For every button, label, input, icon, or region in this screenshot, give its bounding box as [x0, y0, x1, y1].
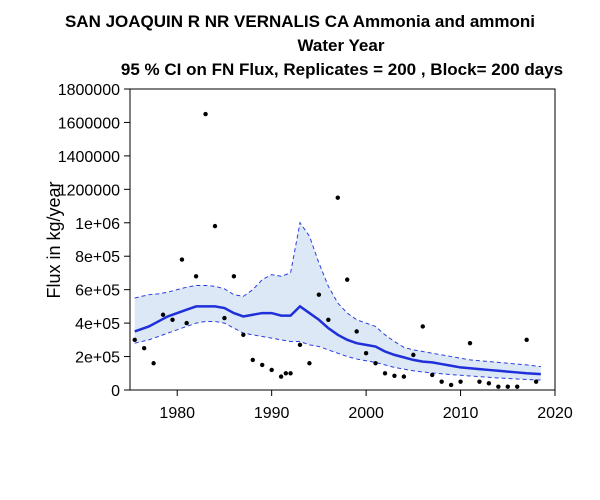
- data-point: [160, 312, 166, 317]
- data-point: [170, 317, 175, 322]
- data-point: [288, 371, 293, 376]
- y-tick-label: 1200000: [58, 182, 120, 199]
- data-point: [151, 361, 156, 366]
- x-tick-label: 2010: [443, 405, 479, 422]
- data-point: [505, 384, 510, 389]
- y-tick-label: 2e+05: [75, 350, 120, 367]
- plot-area: 1980 1990 2000 2010 2020 0 2e+05 4e+05 6e+05 8e+0…: [58, 82, 573, 422]
- confidence-band: [134, 222, 541, 380]
- data-point: [392, 373, 397, 378]
- y-tick-label: 1e+06: [75, 216, 120, 233]
- data-point: [486, 381, 492, 386]
- data-point: [193, 274, 199, 279]
- x-tick-label: 1990: [254, 405, 290, 422]
- chart-title: SAN JOAQUIN R NR VERNALIS CA Ammonia and…: [65, 12, 563, 79]
- data-point: [524, 337, 529, 343]
- data-point: [430, 372, 435, 378]
- data-point: [278, 374, 284, 379]
- data-point: [222, 315, 227, 321]
- data-point: [203, 111, 208, 117]
- title-line-2: Water Year: [298, 36, 385, 55]
- data-point: [212, 223, 218, 229]
- data-point: [179, 257, 185, 262]
- data-point: [184, 320, 189, 326]
- data-point: [401, 374, 407, 379]
- data-point: [132, 337, 137, 343]
- y-tick-label: 1600000: [58, 115, 120, 132]
- y-tick-label: 6e+05: [75, 283, 120, 300]
- data-point: [496, 384, 501, 389]
- ci-lower-line: [134, 320, 541, 381]
- data-point: [420, 324, 425, 329]
- data-point: [354, 329, 359, 334]
- y-tick-label: 4e+05: [75, 316, 120, 333]
- data-point: [260, 362, 265, 368]
- x-tick-label: 2000: [348, 405, 384, 422]
- y-axis-label: Flux in kg/year: [44, 181, 64, 298]
- data-point: [316, 292, 322, 297]
- data-point: [533, 379, 539, 384]
- data-point: [477, 379, 482, 384]
- flux-line: [134, 304, 541, 376]
- y-tick-label: 8e+05: [75, 249, 120, 266]
- data-point: [241, 332, 246, 338]
- data-point: [335, 195, 340, 200]
- data-point: [439, 379, 444, 384]
- data-point: [363, 351, 369, 356]
- data-point: [250, 357, 255, 363]
- data-point: [283, 371, 289, 376]
- data-point: [382, 371, 388, 376]
- data-point: [448, 382, 454, 388]
- data-point: [515, 384, 520, 389]
- y-tick-label: 1400000: [58, 149, 120, 166]
- y-tick-label: 0: [111, 383, 120, 400]
- data-point: [297, 342, 303, 348]
- data-point: [373, 361, 378, 366]
- data-point: [345, 277, 350, 282]
- ci-upper-line: [134, 221, 541, 368]
- data-point: [141, 345, 147, 351]
- title-line-1: SAN JOAQUIN R NR VERNALIS CA Ammonia and…: [65, 12, 535, 31]
- y-tick-label: 1800000: [58, 82, 120, 99]
- title-line-3: 95 % CI on FN Flux, Replicates = 200 , B…: [121, 60, 563, 79]
- plot-frame: [129, 88, 556, 391]
- data-point: [269, 367, 274, 373]
- data-point: [231, 274, 237, 279]
- x-tick-label: 1980: [159, 405, 195, 422]
- data-point: [326, 317, 331, 322]
- data-point: [458, 379, 463, 384]
- data-point: [307, 361, 312, 366]
- data-point: [467, 340, 473, 346]
- x-tick-label: 2020: [537, 405, 573, 422]
- data-point: [411, 352, 416, 358]
